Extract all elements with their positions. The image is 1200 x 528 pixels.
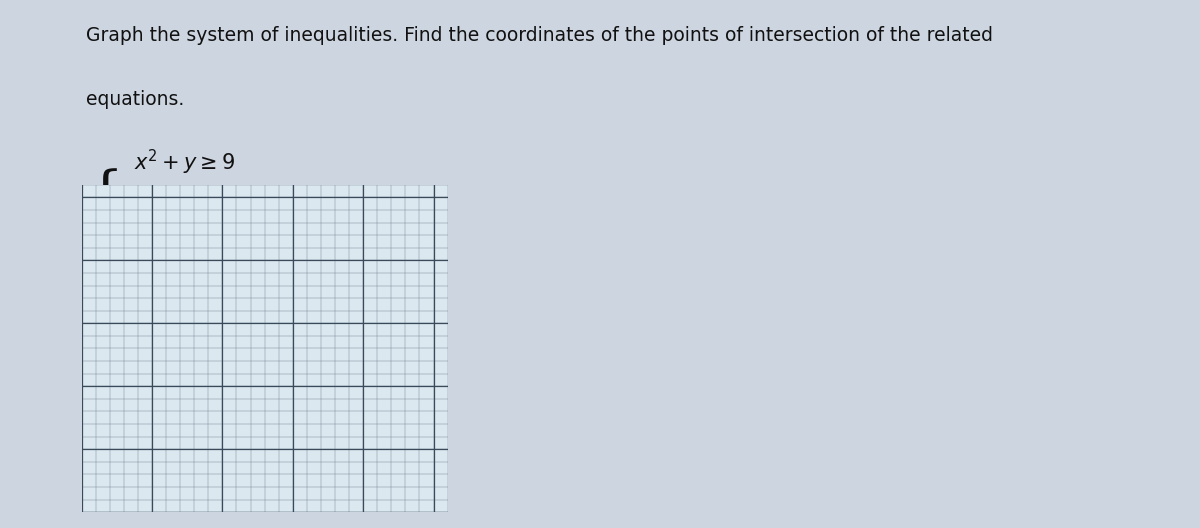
Text: Graph the system of inequalities. Find the coordinates of the points of intersec: Graph the system of inequalities. Find t… xyxy=(86,26,994,45)
Text: equations.: equations. xyxy=(86,90,185,109)
Text: $x-y>3$: $x-y>3$ xyxy=(134,232,224,256)
Text: {: { xyxy=(86,169,124,225)
Text: $x^2+y\geq9$: $x^2+y\geq9$ xyxy=(134,148,235,177)
